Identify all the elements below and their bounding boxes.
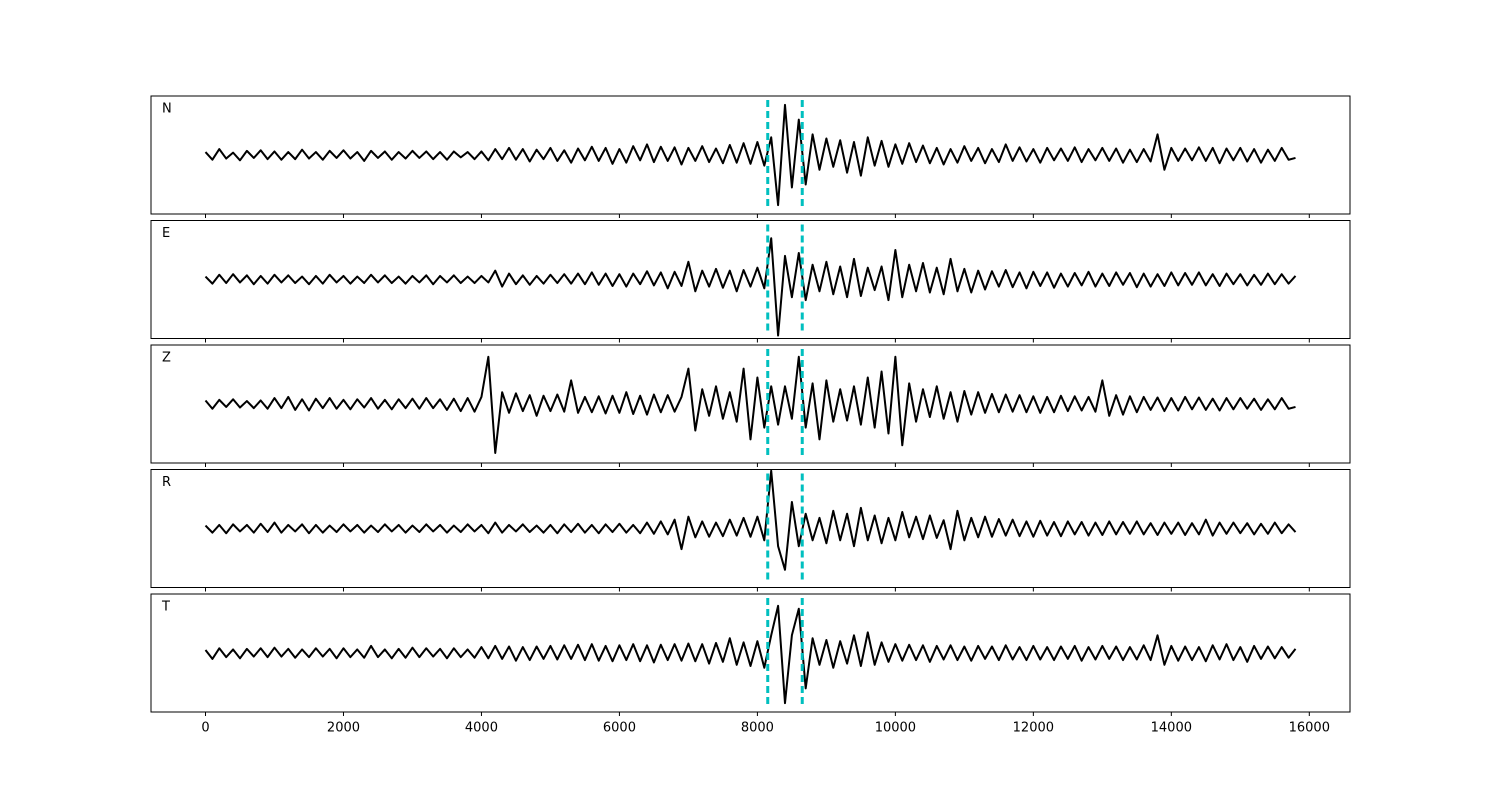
panel-label: Z	[162, 351, 171, 366]
x-tick-label: 2000	[327, 721, 360, 736]
x-tick-label: 14000	[1151, 721, 1192, 736]
panel-frame	[150, 593, 1351, 713]
panel-label: T	[161, 600, 170, 615]
panel-frame	[150, 220, 1351, 339]
x-tick-label: 8000	[741, 721, 774, 736]
x-tick-label: 10000	[875, 721, 916, 736]
x-tick-label: 4000	[465, 721, 498, 736]
panel-frame	[150, 344, 1351, 464]
trace	[204, 237, 1297, 337]
x-tick-label: 6000	[603, 721, 636, 736]
trace	[204, 103, 1296, 207]
panel-frame	[150, 95, 1351, 215]
trace	[204, 604, 1297, 705]
x-tick-label: 16000	[1289, 721, 1330, 736]
trace	[204, 469, 1297, 571]
panel-label: R	[162, 475, 171, 490]
panel-label: N	[162, 102, 172, 117]
x-tick-label: 12000	[1013, 721, 1054, 736]
x-tick-label: 0	[201, 721, 209, 736]
panel-frame	[150, 469, 1351, 588]
panel-label: E	[162, 226, 170, 241]
trace	[204, 355, 1296, 454]
